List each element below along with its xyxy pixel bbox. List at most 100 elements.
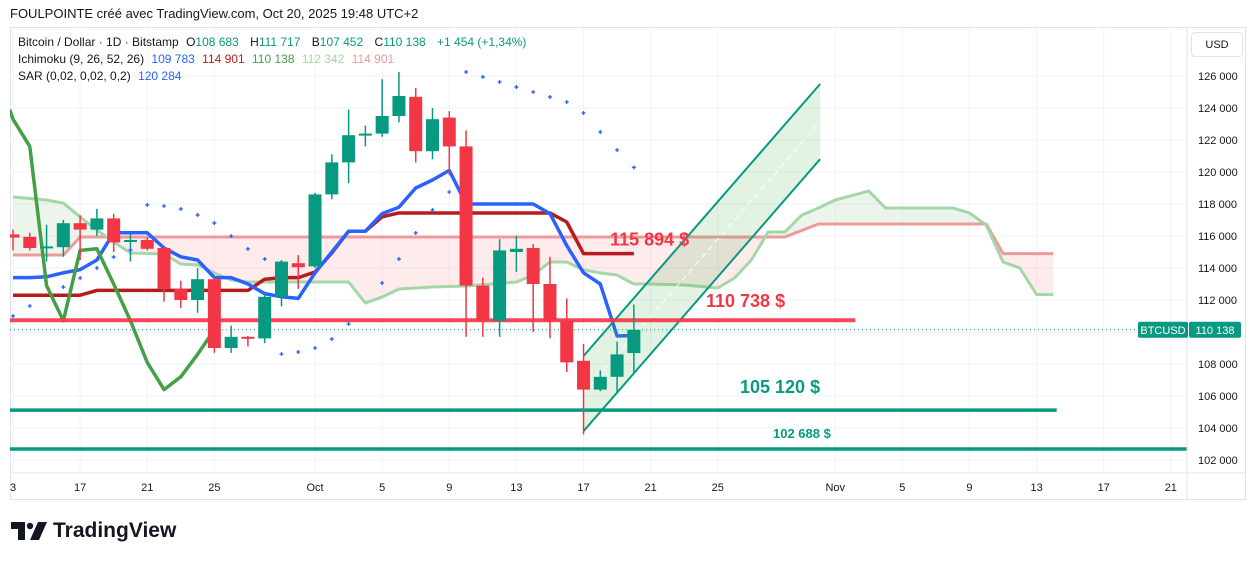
- price-axis-label: 116 000: [1198, 231, 1237, 243]
- ichimoku-legend[interactable]: Ichimoku (9, 26, 52, 26) 109 783 114 901…: [18, 52, 398, 66]
- candle-up: [610, 354, 624, 377]
- candle-down: [23, 236, 37, 248]
- level-label-support-low: 102 688 $: [773, 426, 832, 441]
- kumo-cloud-segment: [348, 236, 357, 293]
- kumo-cloud-segment: [633, 236, 643, 284]
- last-price-symbol: BTCUSD: [1140, 325, 1185, 337]
- kumo-cloud-segment: [835, 197, 844, 224]
- sar-value: 120 284: [138, 69, 182, 83]
- candle-down: [577, 360, 591, 390]
- candle-up: [258, 296, 272, 339]
- kumo-cloud-segment: [365, 236, 374, 304]
- candle-down: [140, 240, 154, 249]
- sar-dot: [78, 276, 83, 280]
- sar-dot: [346, 322, 351, 326]
- price-axis-label: 104 000: [1198, 423, 1238, 435]
- time-axis-label: 13: [510, 482, 522, 494]
- sar-dot: [262, 257, 267, 262]
- change-value: +1 454 (+1,34%): [437, 35, 527, 49]
- tradingview-logo-icon: [11, 522, 47, 540]
- kumo-cloud-segment: [247, 236, 257, 282]
- candle-up: [224, 336, 238, 348]
- kumo-cloud-segment: [919, 208, 928, 224]
- candle-up: [90, 218, 104, 230]
- parallel-channel-upper: [582, 83, 821, 357]
- price-axis-label: 106 000: [1198, 391, 1238, 403]
- kumo-cloud-segment: [516, 236, 525, 282]
- kumo-cloud-segment: [482, 236, 492, 285]
- high-label: H: [250, 35, 259, 49]
- level-label-resistance: 110 738 $: [706, 291, 785, 311]
- tradingview-logo[interactable]: TradingView: [11, 519, 176, 543]
- sar-dot: [27, 304, 32, 308]
- time-axis-label: 25: [712, 482, 724, 494]
- symbol-name: Bitcoin / Dollar · 1D · Bitstamp: [18, 35, 179, 49]
- sar-dot: [564, 100, 569, 104]
- close-value: 110 138: [383, 35, 426, 49]
- kumo-cloud-segment: [214, 236, 223, 277]
- sar-dot: [581, 110, 586, 115]
- kumo-cloud-segment: [902, 208, 911, 224]
- plot-area: [10, 28, 1187, 473]
- price-axis-label: 122 000: [1198, 135, 1238, 147]
- sar-dot: [430, 208, 435, 212]
- time-axis-label: 13: [1030, 482, 1042, 494]
- time-axis-label: 17: [1098, 482, 1110, 494]
- kumo-cloud-segment: [13, 196, 22, 256]
- kumo-cloud-segment: [885, 208, 894, 224]
- candle-down: [174, 288, 188, 300]
- kijun-value: 114 901: [202, 52, 245, 66]
- senkou-span-b-line: [13, 222, 1054, 257]
- kumo-cloud-segment: [130, 236, 139, 254]
- kumo-cloud-segment: [709, 236, 718, 288]
- time-axis-label: 5: [899, 482, 905, 494]
- senkou-span-a-line: [12, 189, 1054, 305]
- price-axis-label: 120 000: [1198, 167, 1238, 179]
- price-axis-label: 114 000: [1198, 263, 1237, 275]
- candle-down: [476, 285, 490, 321]
- kumo-cloud-segment: [600, 236, 609, 274]
- kumo-cloud-segment: [180, 236, 190, 265]
- sar-legend[interactable]: SAR (0,02, 0,02, 0,2) 120 284: [18, 69, 185, 83]
- kumo-cloud-segment: [726, 236, 735, 283]
- candle-down: [543, 284, 557, 321]
- kumo-cloud-segment: [843, 195, 852, 224]
- symbol-legend[interactable]: Bitcoin / Dollar · 1D · Bitstamp O108 68…: [18, 35, 530, 49]
- kumo-cloud-segment: [625, 236, 634, 284]
- kumo-cloud-segment: [617, 236, 626, 280]
- kumo-cloud-segment: [541, 236, 550, 269]
- last-price-badge: [1189, 321, 1241, 338]
- kumo-cloud-segment: [382, 236, 391, 297]
- currency-button[interactable]: USD: [1191, 32, 1243, 57]
- senkou-a-value: 112 342: [301, 52, 345, 66]
- time-axis-label: 9: [966, 482, 972, 494]
- kumo-cloud-segment: [893, 208, 903, 224]
- time-axis-label: 17: [577, 482, 589, 494]
- tenkan-value: 109 783: [151, 52, 195, 66]
- candle-up: [191, 279, 205, 300]
- kumo-cloud-segment: [264, 236, 274, 282]
- low-label: B: [311, 35, 320, 49]
- kumo-cloud-segment: [692, 236, 701, 287]
- candle-down: [560, 320, 574, 363]
- sar-dot: [615, 148, 620, 152]
- sar-dot: [631, 165, 636, 170]
- kumo-cloud-segment: [826, 200, 836, 224]
- price-axis-label: 124 000: [1198, 103, 1238, 115]
- candle-up: [426, 119, 439, 152]
- kumo-cloud-segment: [852, 193, 861, 224]
- sar-dot: [598, 130, 603, 134]
- sar-dot: [178, 206, 183, 211]
- chikou-value: 110 138: [252, 52, 295, 66]
- kumo-cloud-segment: [415, 236, 425, 288]
- kumo-cloud-segment: [910, 208, 920, 224]
- time-axis-label: Oct: [306, 482, 323, 494]
- sar-dot: [195, 213, 200, 218]
- candle-down: [10, 234, 20, 238]
- kumo-cloud-segment: [793, 215, 802, 234]
- high-value: 111 717: [258, 35, 301, 49]
- kumo-cloud-segment: [231, 236, 240, 281]
- kumo-cloud-segment: [549, 236, 559, 262]
- kumo-cloud-segment: [256, 236, 265, 282]
